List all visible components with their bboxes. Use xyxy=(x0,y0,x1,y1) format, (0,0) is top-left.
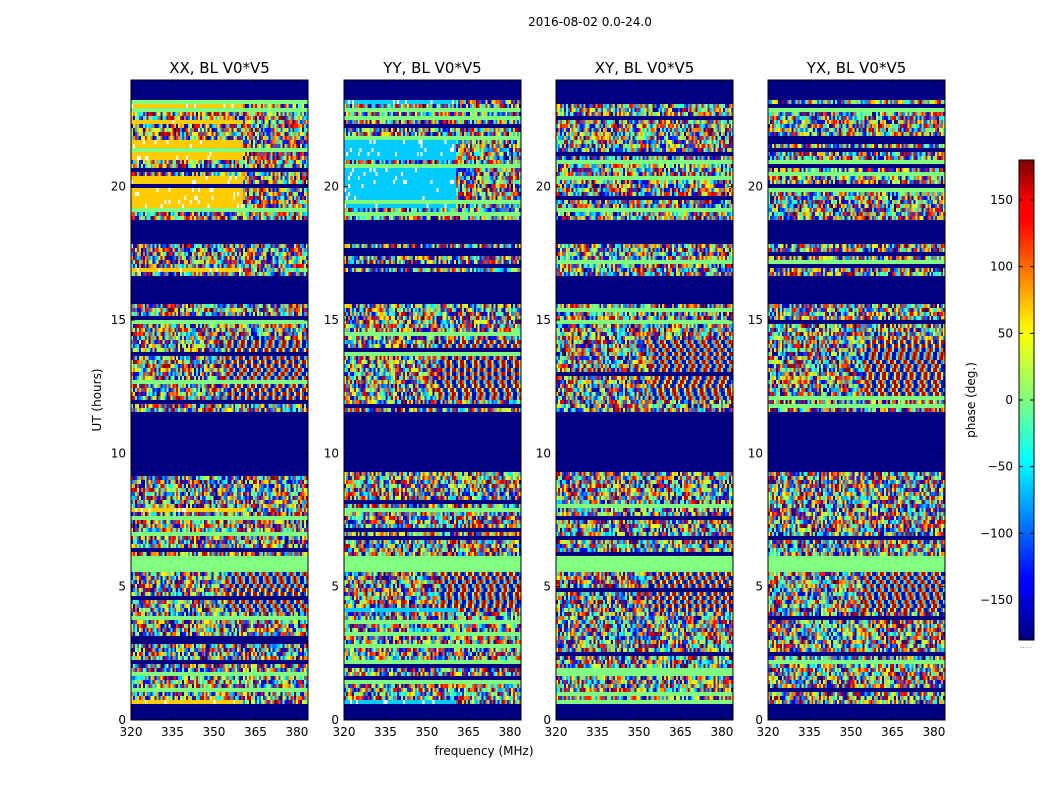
colorbar-tick-label: 100 xyxy=(990,260,1013,274)
y-tick-label: 20 xyxy=(324,180,339,194)
colorbar-tick-label: 0 xyxy=(1005,393,1013,407)
y-tick-label: 15 xyxy=(748,313,763,327)
phase-heatmap xyxy=(556,80,733,720)
colorbar-tick-label: 50 xyxy=(998,326,1013,340)
x-tick-label: 365 xyxy=(244,725,267,739)
axes-frame xyxy=(555,79,734,721)
y-tick-label: 0 xyxy=(118,713,126,727)
colorbar-tick-label: −150 xyxy=(980,593,1013,607)
y-tick-label: 5 xyxy=(118,580,126,594)
x-tick-label: 350 xyxy=(840,725,863,739)
x-tick-label: 320 xyxy=(757,725,780,739)
colorbar-label: phase (deg.) xyxy=(964,362,978,438)
panel-title: YY, BL V0*V5 xyxy=(382,59,481,77)
phase-heatmap xyxy=(131,80,308,720)
x-tick-label: 320 xyxy=(120,725,143,739)
y-axis-label: UT (hours) xyxy=(90,368,104,431)
x-tick-label: 380 xyxy=(285,725,308,739)
x-tick-label: 320 xyxy=(545,725,568,739)
x-tick-label: 350 xyxy=(203,725,226,739)
axes-frame xyxy=(130,79,309,721)
y-tick-label: 0 xyxy=(331,713,339,727)
y-tick-label: 10 xyxy=(748,446,763,460)
x-tick-label: 380 xyxy=(922,725,945,739)
phase-heatmap xyxy=(768,80,945,720)
x-tick-label: 335 xyxy=(798,725,821,739)
y-tick-label: 20 xyxy=(748,180,763,194)
y-tick-label: 20 xyxy=(111,180,126,194)
colorbar-tick-label: −50 xyxy=(988,460,1013,474)
y-tick-label: 10 xyxy=(536,446,551,460)
x-tick-label: 335 xyxy=(586,725,609,739)
y-tick-label: 10 xyxy=(324,446,339,460)
x-tick-label: 320 xyxy=(333,725,356,739)
y-tick-label: 15 xyxy=(536,313,551,327)
x-axis-label: frequency (MHz) xyxy=(434,744,533,758)
x-tick-label: 335 xyxy=(161,725,184,739)
y-tick-label: 5 xyxy=(755,580,763,594)
colorbar-footnote: ..... xyxy=(1020,641,1033,650)
panel-title: XX, BL V0*V5 xyxy=(169,59,270,77)
colorbar-tick-label: −100 xyxy=(980,526,1013,540)
figure-title: 2016-08-02 0.0-24.0 xyxy=(528,15,652,29)
panel-4: YX, BL V0*V5 320 335 350 365 380 0 5 10 15 20 xyxy=(748,59,946,739)
x-tick-label: 365 xyxy=(457,725,480,739)
axes-frame xyxy=(343,79,522,721)
y-tick-label: 0 xyxy=(755,713,763,727)
x-tick-label: 350 xyxy=(416,725,439,739)
panel-title: YX, BL V0*V5 xyxy=(806,59,907,77)
y-tick-label: 0 xyxy=(543,713,551,727)
panel-1: XX, BL V0*V5 320 335 350 365 380 0 5 10 15 20 UT (h… xyxy=(90,59,309,739)
panel-title: XY, BL V0*V5 xyxy=(595,59,695,77)
y-tick-label: 15 xyxy=(324,313,339,327)
x-tick-label: 350 xyxy=(628,725,651,739)
x-tick-label: 365 xyxy=(881,725,904,739)
y-tick-label: 15 xyxy=(111,313,126,327)
y-tick-label: 20 xyxy=(536,180,551,194)
x-tick-label: 335 xyxy=(374,725,397,739)
y-tick-label: 5 xyxy=(331,580,339,594)
x-tick-label: 380 xyxy=(498,725,521,739)
colorbar-tick-label: 150 xyxy=(990,193,1013,207)
y-tick-label: 10 xyxy=(111,446,126,460)
colorbar: −150 −100 −50 0 50 100 150 phase (deg.) xyxy=(964,159,1035,641)
panels-group: XX, BL V0*V5 320 335 350 365 380 0 5 10 15 20 UT (h… xyxy=(90,59,946,758)
axes-frame xyxy=(767,79,946,721)
x-tick-label: 380 xyxy=(710,725,733,739)
y-tick-label: 5 xyxy=(543,580,551,594)
x-tick-label: 365 xyxy=(669,725,692,739)
panel-3: XY, BL V0*V5 320 335 350 365 380 0 5 10 15 20 xyxy=(536,59,734,739)
phase-heatmap xyxy=(344,80,521,720)
panel-2: YY, BL V0*V5 320 335 350 365 380 0 5 10 15 20 frequ… xyxy=(324,59,534,758)
